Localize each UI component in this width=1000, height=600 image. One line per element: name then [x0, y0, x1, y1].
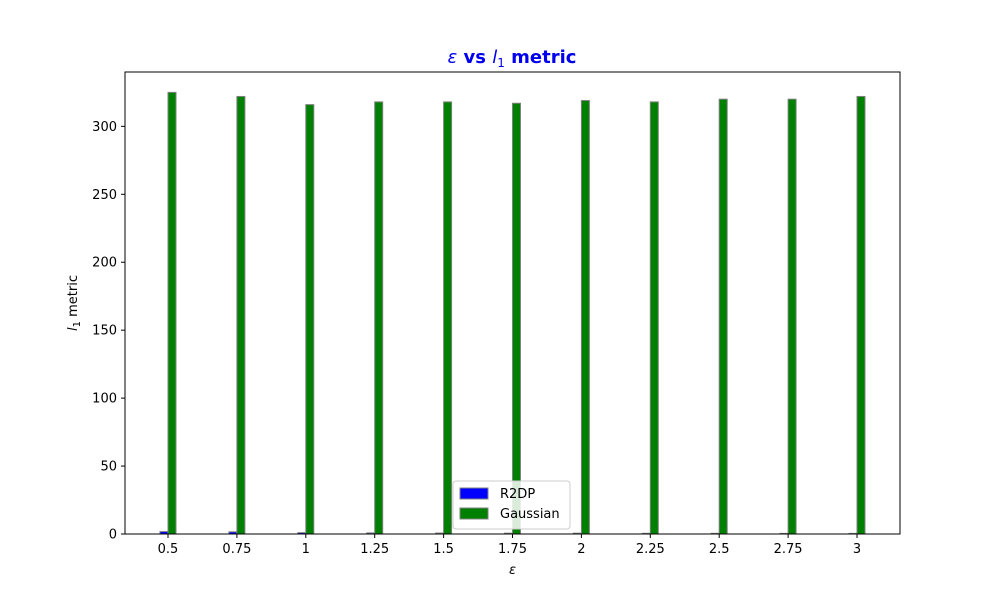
x-tick-label-2: 2 [577, 542, 585, 557]
legend-label-gaussian: Gaussian [500, 507, 560, 522]
bar-gaussian-0.75 [236, 95, 246, 535]
y-tick-label-0: 0 [109, 528, 117, 543]
bar-gaussian-2.75 [787, 98, 797, 535]
legend-swatch-r2dp [459, 487, 489, 500]
legend-swatch-gaussian [459, 507, 489, 520]
y-axis-label-text: l1 metric [66, 275, 83, 331]
bar-gaussian-3 [856, 95, 866, 535]
x-tick-label-1.75: 1.75 [498, 542, 527, 557]
x-tick-label-1: 1 [302, 542, 310, 557]
title-connector: vs [457, 47, 492, 68]
y-label-subscript: 1 [72, 321, 83, 327]
x-axis: 0.5 0.75 1 1.25 1.5 1.75 2 2.25 2.5 2.75 3 [158, 534, 861, 557]
legend: R2DP Gaussian [452, 480, 571, 530]
y-tick-label-100: 100 [92, 392, 117, 407]
x-tick-label-1.25: 1.25 [360, 542, 389, 557]
y-tick-label-150: 150 [92, 324, 117, 339]
legend-label-r2dp: R2DP [500, 487, 535, 502]
x-axis-label: ε [509, 563, 516, 578]
bar-gaussian-1.25 [374, 101, 384, 535]
bar-gaussian-2.5 [718, 98, 728, 535]
x-tick-label-0.5: 0.5 [158, 542, 179, 557]
chart-title: ε vs l1 metric [448, 47, 577, 70]
y-tick-label-300: 300 [92, 120, 117, 135]
y-tick-label-250: 250 [92, 188, 117, 203]
x-tick-label-2.5: 2.5 [709, 542, 730, 557]
bar-gaussian-1.75 [512, 102, 521, 535]
x-tick-label-3: 3 [853, 542, 861, 557]
y-tick-label-50: 50 [100, 460, 117, 475]
bar-gaussian-1.5 [443, 101, 453, 535]
bar-gaussian-0.5 [167, 91, 177, 535]
bar-gaussian-1 [305, 104, 315, 535]
x-tick-label-0.75: 0.75 [222, 542, 251, 557]
y-axis-label: l1 metric [66, 275, 83, 331]
y-label-word: metric [66, 275, 81, 321]
bar-gaussian-2 [580, 100, 590, 535]
x-tick-label-1.5: 1.5 [433, 542, 454, 557]
y-axis: 0 50 100 150 200 250 300 [92, 120, 125, 543]
x-tick-label-2.75: 2.75 [774, 542, 803, 557]
bars-layer [159, 91, 866, 535]
title-metric-letter: l [492, 47, 497, 68]
title-epsilon: ε [448, 47, 458, 68]
x-tick-label-2.25: 2.25 [636, 542, 665, 557]
bar-gaussian-2.25 [649, 101, 659, 535]
title-metric-word: metric [505, 47, 577, 68]
y-label-letter: l [66, 327, 81, 331]
chart-title-text: ε vs l1 metric [448, 47, 577, 70]
y-tick-label-200: 200 [92, 256, 117, 271]
title-metric-subscript: 1 [497, 56, 505, 70]
